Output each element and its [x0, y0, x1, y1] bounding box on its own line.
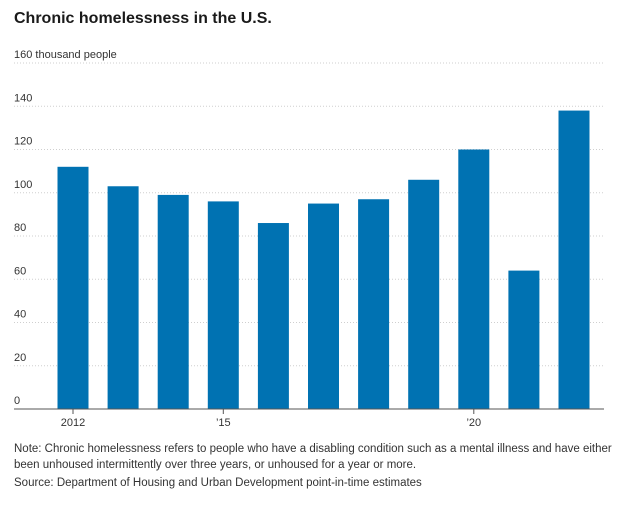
bar — [558, 110, 590, 409]
y-tick-label: 20 — [14, 352, 26, 364]
x-tick-label: 2012 — [61, 417, 85, 429]
bar — [57, 166, 89, 409]
y-axis-labels: 0 20 40 60 80 100 120 140 160 thousand people — [14, 49, 117, 407]
x-tick-label: ’15 — [216, 417, 231, 429]
x-axis-labels: 2012 ’15 ’20 — [61, 409, 481, 429]
bar — [458, 149, 490, 409]
bar — [308, 203, 339, 409]
bar — [358, 199, 390, 409]
y-tick-label: 40 — [14, 309, 26, 321]
chart-note: Note: Chronic homelessness refers to peo… — [14, 443, 612, 471]
y-tick-label: 60 — [14, 265, 26, 277]
y-tick-label: 120 — [14, 136, 32, 148]
bars — [57, 110, 590, 409]
y-tick-label: 0 — [14, 395, 20, 407]
chart-title: Chronic homelessness in the U.S. — [14, 10, 272, 27]
bar-chart: 0 20 40 60 80 100 120 140 160 thousand people 20… — [14, 49, 604, 429]
bar — [408, 179, 440, 409]
y-tick-label: 100 — [14, 179, 32, 191]
bar — [207, 201, 239, 409]
y-tick-label: 80 — [14, 222, 26, 234]
chart-source: Source: Department of Housing and Urban … — [14, 477, 422, 489]
bar — [107, 186, 139, 409]
bar — [508, 270, 540, 409]
x-tick-label: ’20 — [466, 417, 481, 429]
y-tick-label: 140 — [14, 92, 32, 104]
bar — [257, 223, 289, 409]
y-tick-label: 160 thousand people — [14, 49, 117, 61]
bar — [157, 194, 189, 409]
